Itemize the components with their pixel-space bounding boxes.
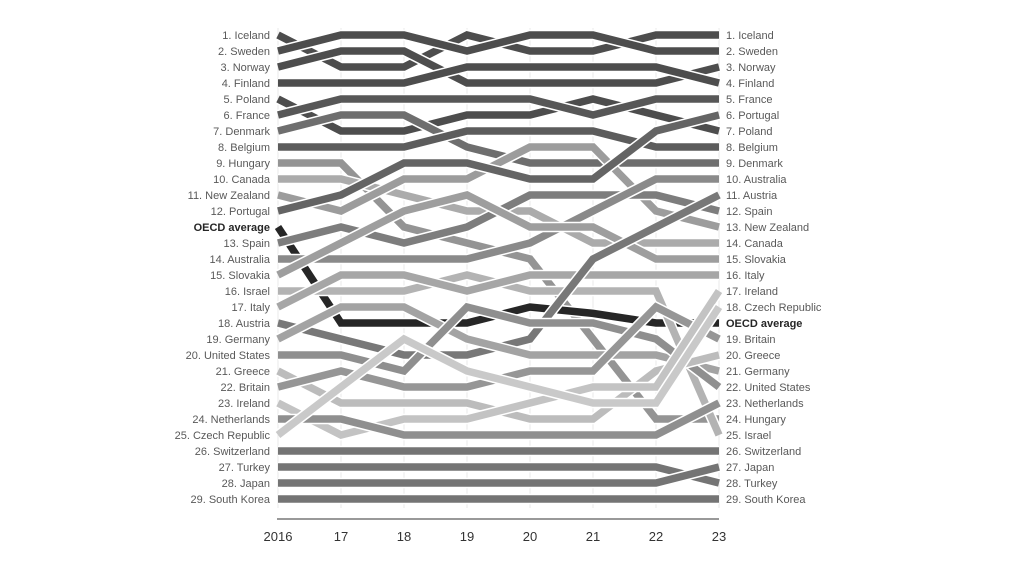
svg-text:7. Poland: 7. Poland — [726, 126, 772, 138]
svg-text:1. Iceland: 1. Iceland — [222, 30, 270, 42]
svg-text:2. Sweden: 2. Sweden — [218, 46, 270, 58]
svg-text:26. Switzerland: 26. Switzerland — [195, 446, 270, 458]
svg-text:18. Czech Republic: 18. Czech Republic — [726, 302, 822, 314]
svg-text:9. Hungary: 9. Hungary — [216, 158, 270, 170]
svg-text:24. Hungary: 24. Hungary — [726, 414, 786, 426]
svg-text:17. Ireland: 17. Ireland — [726, 286, 778, 298]
svg-text:19. Britain: 19. Britain — [726, 334, 776, 346]
svg-text:3. Norway: 3. Norway — [220, 62, 270, 74]
svg-text:21. Greece: 21. Greece — [216, 366, 270, 378]
svg-text:6. Portugal: 6. Portugal — [726, 110, 779, 122]
svg-text:22. Britain: 22. Britain — [220, 382, 270, 394]
svg-text:17. Italy: 17. Italy — [231, 302, 270, 314]
svg-text:OECD average: OECD average — [726, 318, 802, 330]
svg-text:5. France: 5. France — [726, 94, 772, 106]
svg-text:17: 17 — [334, 529, 348, 544]
svg-text:24. Netherlands: 24. Netherlands — [192, 414, 270, 426]
svg-text:2. Sweden: 2. Sweden — [726, 46, 778, 58]
svg-text:26. Switzerland: 26. Switzerland — [726, 446, 801, 458]
svg-text:12. Portugal: 12. Portugal — [211, 206, 270, 218]
svg-text:11. Austria: 11. Austria — [726, 190, 778, 202]
svg-text:23: 23 — [712, 529, 726, 544]
svg-text:12. Spain: 12. Spain — [726, 206, 772, 218]
svg-text:15. Slovakia: 15. Slovakia — [210, 270, 271, 282]
svg-text:4. Finland: 4. Finland — [726, 78, 774, 90]
svg-text:20. United States: 20. United States — [186, 350, 271, 362]
svg-text:10. Australia: 10. Australia — [726, 174, 787, 186]
svg-text:29. South Korea: 29. South Korea — [190, 494, 270, 506]
svg-text:20. Greece: 20. Greece — [726, 350, 780, 362]
svg-text:14. Canada: 14. Canada — [726, 238, 784, 250]
svg-text:19. Germany: 19. Germany — [206, 334, 270, 346]
svg-text:29. South Korea: 29. South Korea — [726, 494, 806, 506]
svg-text:3. Norway: 3. Norway — [726, 62, 776, 74]
svg-text:27. Japan: 27. Japan — [726, 462, 774, 474]
svg-text:2016: 2016 — [264, 529, 293, 544]
svg-text:13. New Zealand: 13. New Zealand — [726, 222, 809, 234]
svg-text:25. Israel: 25. Israel — [726, 430, 771, 442]
svg-text:7. Denmark: 7. Denmark — [213, 126, 270, 138]
svg-text:18: 18 — [397, 529, 411, 544]
svg-text:22. United States: 22. United States — [726, 382, 811, 394]
svg-text:28. Turkey: 28. Turkey — [726, 478, 778, 490]
svg-text:8. Belgium: 8. Belgium — [218, 142, 270, 154]
svg-text:19: 19 — [460, 529, 474, 544]
svg-text:OECD average: OECD average — [194, 222, 270, 234]
svg-text:21: 21 — [586, 529, 600, 544]
svg-text:18. Austria: 18. Austria — [218, 318, 271, 330]
svg-text:22: 22 — [649, 529, 663, 544]
svg-text:27. Turkey: 27. Turkey — [219, 462, 271, 474]
svg-text:16. Israel: 16. Israel — [225, 286, 270, 298]
svg-text:9. Denmark: 9. Denmark — [726, 158, 783, 170]
svg-text:1. Iceland: 1. Iceland — [726, 30, 774, 42]
svg-text:23. Netherlands: 23. Netherlands — [726, 398, 804, 410]
svg-text:28. Japan: 28. Japan — [222, 478, 270, 490]
svg-text:25. Czech Republic: 25. Czech Republic — [175, 430, 271, 442]
svg-text:10. Canada: 10. Canada — [213, 174, 271, 186]
svg-text:5. Poland: 5. Poland — [224, 94, 270, 106]
svg-text:11. New Zealand: 11. New Zealand — [188, 190, 270, 202]
svg-text:6. France: 6. France — [224, 110, 270, 122]
svg-text:8. Belgium: 8. Belgium — [726, 142, 778, 154]
svg-text:14. Australia: 14. Australia — [209, 254, 270, 266]
svg-text:4. Finland: 4. Finland — [222, 78, 270, 90]
svg-text:15. Slovakia: 15. Slovakia — [726, 254, 787, 266]
svg-text:21. Germany: 21. Germany — [726, 366, 790, 378]
svg-text:16. Italy: 16. Italy — [726, 270, 765, 282]
svg-text:13. Spain: 13. Spain — [224, 238, 270, 250]
svg-text:23. Ireland: 23. Ireland — [218, 398, 270, 410]
svg-text:20: 20 — [523, 529, 537, 544]
